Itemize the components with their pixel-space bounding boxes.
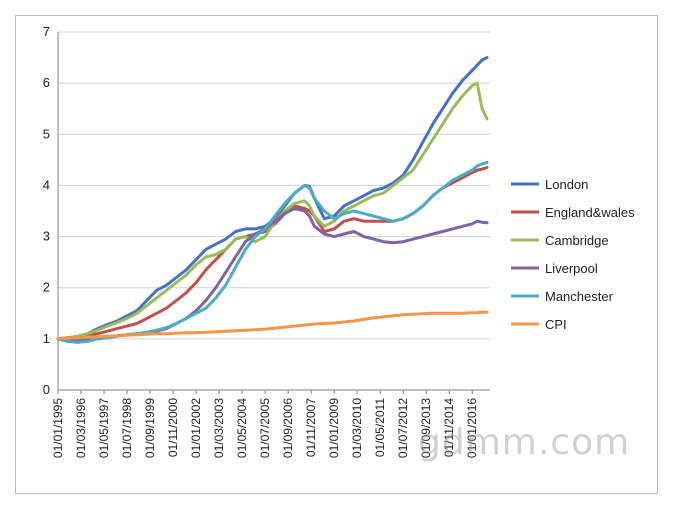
legend-label: Cambridge <box>545 233 609 248</box>
legend-label: CPI <box>545 317 567 332</box>
y-tick-label: 2 <box>43 280 50 295</box>
x-tick-label: 01/01/2009 <box>327 398 341 458</box>
x-tick-label: 01/09/2006 <box>281 398 295 458</box>
x-tick-label: 01/01/2002 <box>189 398 203 458</box>
x-tick-label: 01/05/2011 <box>373 398 387 457</box>
x-tick-labels: 01/01/1995 01/03/1996 01/05/1997 01/07/1998… <box>51 398 479 458</box>
x-tick-label: 01/11/2007 <box>304 398 318 457</box>
x-tick-label: 01/05/2004 <box>235 398 249 458</box>
x-tick-label: 01/07/1998 <box>120 398 134 458</box>
x-tick-label: 01/07/2012 <box>396 398 410 458</box>
y-tick-labels: 0 1 2 3 4 5 6 7 <box>43 24 50 397</box>
x-tick-label: 01/03/1996 <box>74 398 88 458</box>
x-tick-label: 01/11/2014 <box>442 398 456 457</box>
axes <box>57 32 490 394</box>
y-tick-label: 0 <box>43 382 50 397</box>
series-line-cambridge <box>56 81 489 341</box>
x-tick-label: 01/09/2013 <box>419 398 433 458</box>
series-lines <box>56 56 489 344</box>
legend-label: England&wales <box>545 205 635 220</box>
x-tick-label: 01/05/1997 <box>97 398 111 458</box>
y-tick-label: 5 <box>43 126 50 141</box>
y-tick-label: 3 <box>43 229 50 244</box>
x-tick-label: 01/01/1995 <box>51 398 65 458</box>
x-tick-label: 01/01/2016 <box>465 398 479 458</box>
legend-label: London <box>545 177 588 192</box>
series-line-cpi <box>56 310 489 341</box>
y-tick-label: 4 <box>43 177 50 192</box>
x-tick-label: 01/03/2003 <box>212 398 226 458</box>
series-line-manchester <box>56 160 489 344</box>
watermark-text: gdmm.com <box>418 422 631 463</box>
legend-label: Liverpool <box>545 261 598 276</box>
legend: London England&wales Cambridge Liverpool Man… <box>511 177 635 332</box>
y-tick-label: 6 <box>43 75 50 90</box>
series-line-london <box>56 56 489 341</box>
y-tick-label: 1 <box>43 331 50 346</box>
legend-label: Manchester <box>545 289 614 304</box>
x-tick-label: 01/11/2000 <box>166 398 180 457</box>
x-tick-label: 01/03/2010 <box>350 398 364 458</box>
x-tick-label: 01/09/1999 <box>143 398 157 458</box>
y-tick-label: 7 <box>43 24 50 39</box>
x-tick-label: 01/07/2005 <box>258 398 272 458</box>
